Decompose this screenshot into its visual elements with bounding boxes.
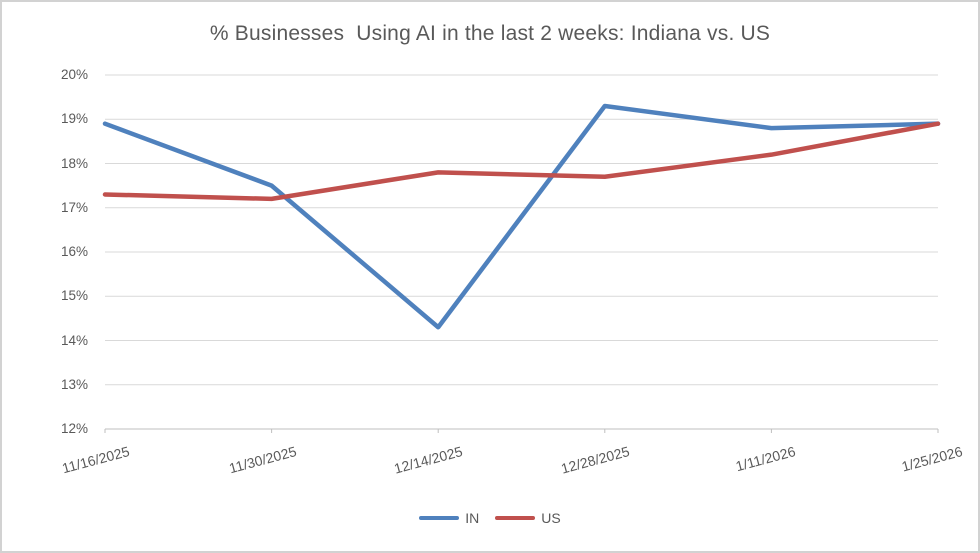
- y-axis-label: 14%: [60, 332, 88, 348]
- y-axis-label: 15%: [60, 288, 88, 304]
- y-axis-label: 12%: [60, 421, 88, 436]
- legend-swatch-in-icon: [419, 516, 460, 520]
- y-axis-label: 16%: [60, 244, 88, 259]
- y-axis-label: 19%: [60, 111, 88, 127]
- chart-title: % Businesses Using AI in the last 2 week…: [209, 22, 771, 45]
- y-axis-label: 13%: [60, 376, 88, 392]
- legend: IN US: [2, 510, 978, 526]
- legend-swatch-us-icon: [495, 516, 536, 520]
- y-axis-label: 17%: [60, 199, 88, 215]
- legend-label-us: US: [541, 510, 561, 526]
- y-axis-label: 18%: [60, 155, 88, 171]
- legend-item-in: IN: [419, 510, 479, 526]
- y-axis-label: 20%: [60, 67, 88, 82]
- legend-item-us: US: [495, 510, 561, 526]
- legend-label-in: IN: [465, 510, 480, 526]
